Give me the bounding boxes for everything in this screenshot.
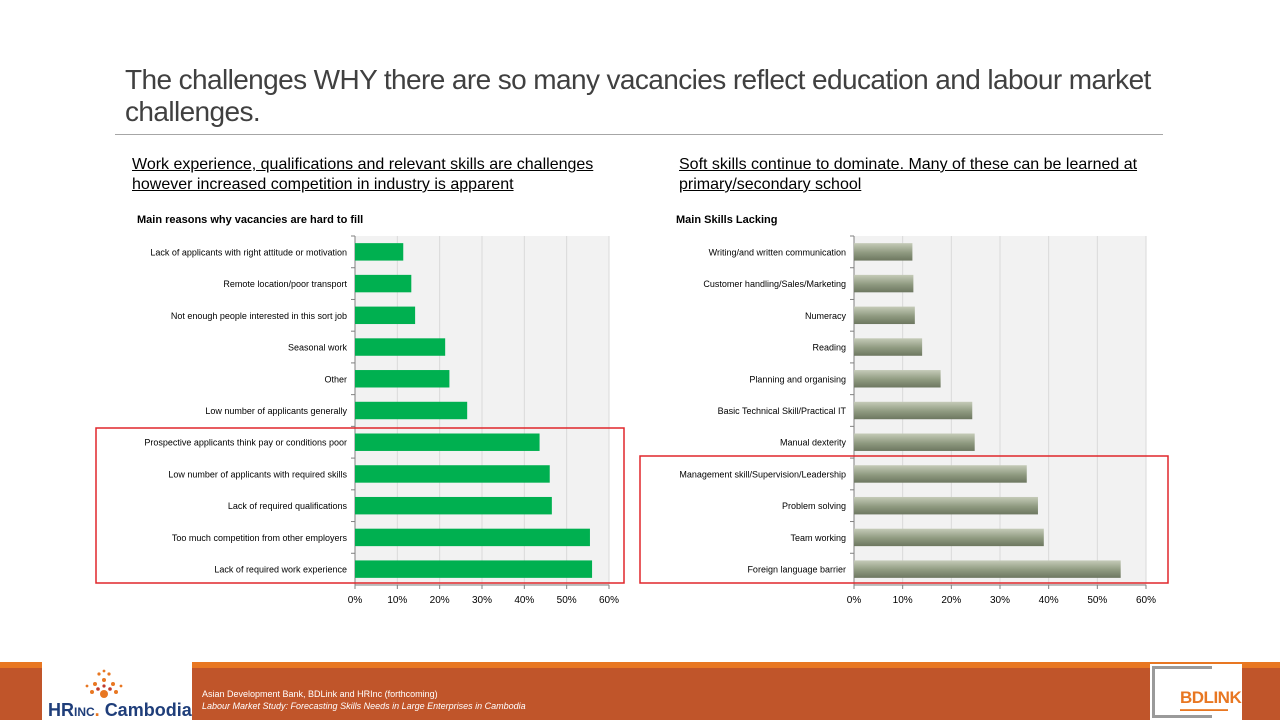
x-tick-label: 30% [472, 595, 492, 606]
source-citation: Asian Development Bank, BDLink and HRInc… [202, 688, 526, 712]
bar [854, 401, 973, 420]
x-tick-label: 50% [1087, 595, 1107, 606]
category-label: Manual dexterity [780, 438, 847, 448]
bar [355, 465, 550, 483]
category-label: Basic Technical Skill/Practical IT [718, 406, 847, 416]
bar [854, 528, 1044, 547]
category-label: Low number of applicants with required s… [168, 469, 347, 479]
category-label: Remote location/poor transport [223, 279, 347, 289]
category-label: Planning and organising [749, 374, 846, 384]
category-label: Prospective applicants think pay or cond… [144, 438, 347, 448]
category-label: Team working [790, 533, 846, 543]
x-tick-label: 40% [514, 595, 534, 606]
source-line-2: Labour Market Study: Forecasting Skills … [202, 701, 526, 711]
bar [854, 243, 913, 261]
bar [854, 306, 915, 325]
bar [854, 370, 941, 388]
category-label: Seasonal work [288, 343, 348, 353]
bar [355, 338, 446, 356]
x-tick-label: 20% [941, 595, 961, 606]
hrinc-logo: HRInc. Cambodia [42, 662, 192, 720]
bdlink-logo: BDLINK ▬▬▬▬▬▬▬▬ [1150, 664, 1242, 720]
bar [854, 338, 923, 356]
bar [854, 433, 975, 451]
bar [854, 560, 1121, 578]
bar [355, 401, 468, 420]
right-subheading: Soft skills continue to dominate. Many o… [679, 156, 1138, 193]
logo-inc: Inc [74, 705, 95, 719]
bar [854, 496, 1038, 515]
category-label: Lack of required qualifications [228, 501, 348, 511]
category-label: Reading [812, 343, 846, 353]
right-chart-title: Main Skills Lacking [676, 214, 778, 226]
category-label: Foreign language barrier [747, 565, 846, 575]
category-label: Not enough people interested in this sor… [171, 311, 347, 321]
bar [355, 560, 593, 578]
category-label: Problem solving [782, 501, 846, 511]
bar [355, 496, 552, 515]
x-tick-label: 0% [847, 595, 862, 606]
bar [355, 274, 412, 293]
category-label: Numeracy [805, 311, 847, 321]
bar [854, 465, 1027, 483]
bdlink-logo-text: BDLINK [1180, 688, 1242, 707]
category-label: Customer handling/Sales/Marketing [703, 279, 846, 289]
bar [854, 274, 914, 293]
x-tick-label: 10% [387, 595, 407, 606]
category-label: Low number of applicants generally [205, 406, 347, 416]
bar [355, 243, 404, 261]
x-tick-label: 0% [348, 595, 363, 606]
category-label: Other [324, 374, 347, 384]
category-label: Writing/and written communication [709, 247, 846, 257]
category-label: Management skill/Supervision/Leadership [679, 469, 846, 479]
title-divider [115, 134, 1163, 135]
left-subheading: Work experience, qualifications and rele… [132, 156, 594, 193]
bar [355, 433, 540, 451]
source-line-1: Asian Development Bank, BDLink and HRInc… [202, 689, 438, 699]
sunburst-icon [85, 669, 123, 698]
category-label: Lack of required work experience [214, 565, 347, 575]
x-tick-label: 30% [990, 595, 1010, 606]
logo-hr: HR [48, 700, 74, 720]
category-label: Lack of applicants with right attitude o… [150, 247, 347, 257]
logo-cambodia: Cambodia [104, 700, 192, 720]
bar [355, 370, 450, 388]
footer-accent-line [0, 662, 1280, 668]
x-tick-label: 60% [599, 595, 619, 606]
x-tick-label: 20% [430, 595, 450, 606]
highlight-box [95, 427, 625, 584]
x-tick-label: 60% [1136, 595, 1156, 606]
left-chart-title: Main reasons why vacancies are hard to f… [137, 214, 364, 226]
x-tick-label: 50% [557, 595, 577, 606]
bar [355, 306, 416, 325]
x-tick-label: 10% [893, 595, 913, 606]
highlight-box [639, 455, 1169, 584]
footer-band [0, 662, 1280, 720]
category-label: Too much competition from other employer… [172, 533, 348, 543]
slide-title: The challenges WHY there are so many vac… [125, 64, 1151, 127]
x-tick-label: 40% [1039, 595, 1059, 606]
bar [355, 528, 590, 547]
